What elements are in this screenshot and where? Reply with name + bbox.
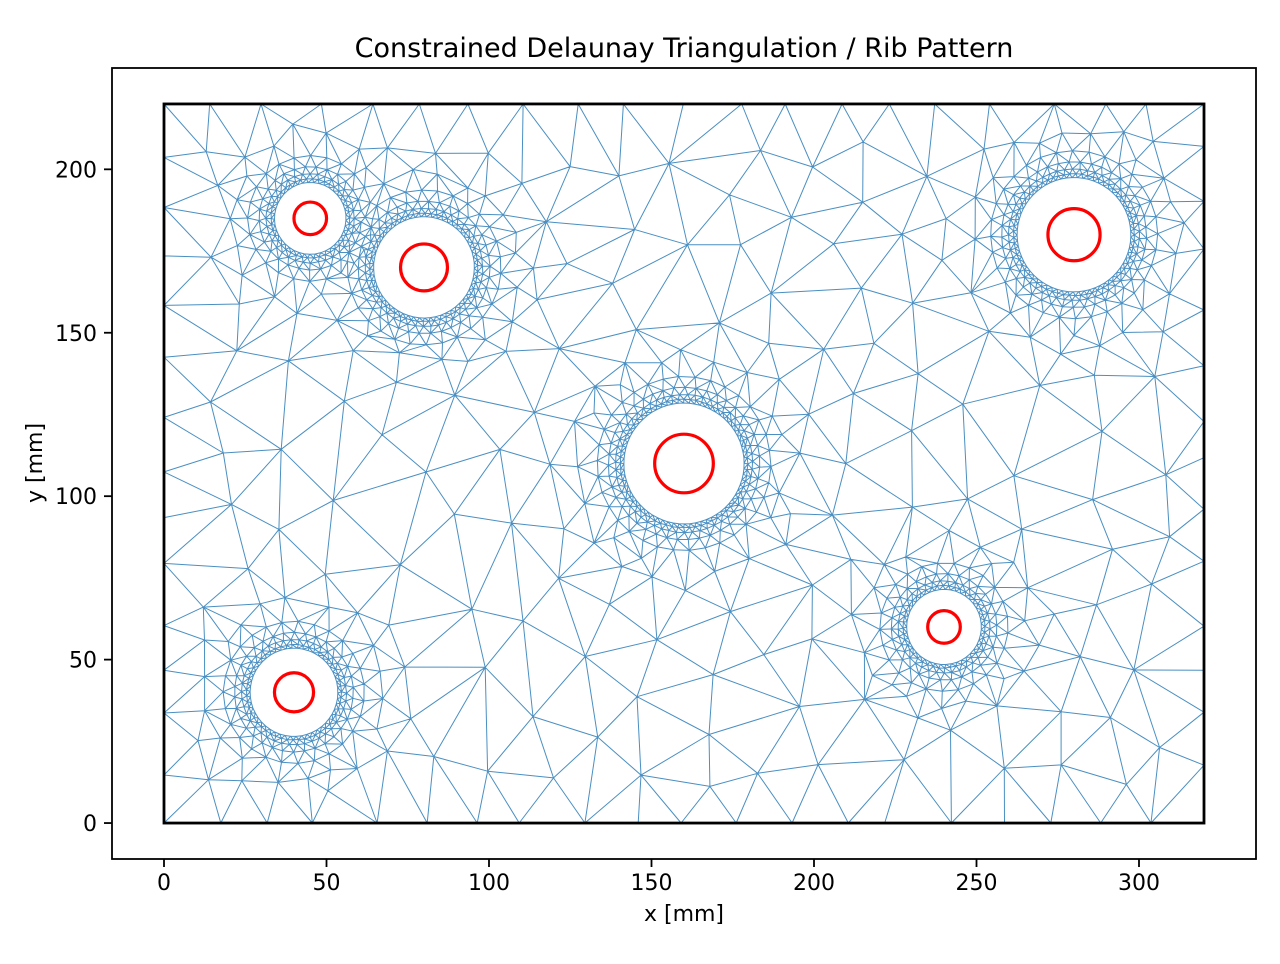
rib-circles-layer bbox=[272, 200, 1102, 714]
rib-circle bbox=[926, 609, 962, 645]
y-axis-ticks: 0 50 100 150 200 bbox=[55, 158, 112, 837]
y-axis-label: y [mm] bbox=[23, 423, 48, 503]
x-tick-label: 200 bbox=[793, 871, 835, 896]
x-tick-label: 250 bbox=[956, 871, 998, 896]
chart-title: Constrained Delaunay Triangulation / Rib… bbox=[355, 33, 1014, 64]
x-tick-label: 150 bbox=[631, 871, 673, 896]
rib-circle bbox=[653, 432, 715, 495]
rib-circle bbox=[398, 242, 450, 293]
x-axis-label: x [mm] bbox=[644, 902, 724, 927]
rib-circle bbox=[272, 671, 316, 714]
y-tick-label: 150 bbox=[55, 322, 97, 347]
x-tick-label: 100 bbox=[468, 871, 510, 896]
x-tick-label: 0 bbox=[157, 871, 171, 896]
domain-boundary-rect bbox=[162, 102, 1206, 825]
y-tick-label: 50 bbox=[69, 649, 97, 674]
axes-spines bbox=[111, 67, 1257, 860]
y-tick-label: 0 bbox=[83, 812, 97, 837]
x-tick-label: 300 bbox=[1118, 871, 1160, 896]
y-tick-label: 200 bbox=[55, 158, 97, 183]
domain-outline-layer bbox=[162, 102, 1206, 825]
rib-circle bbox=[292, 200, 329, 237]
x-tick-label: 50 bbox=[313, 871, 341, 896]
x-axis-ticks: 0 50 100 150 200 250 300 bbox=[157, 859, 1160, 896]
rib-circle bbox=[1046, 207, 1102, 263]
y-tick-label: 100 bbox=[55, 485, 97, 510]
